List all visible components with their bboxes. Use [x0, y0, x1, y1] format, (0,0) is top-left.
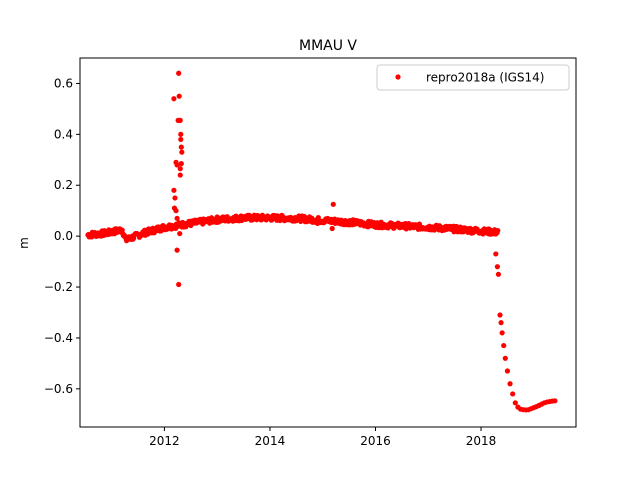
data-point	[329, 225, 335, 232]
data-point	[174, 247, 180, 253]
data-point	[497, 312, 503, 318]
legend-label-series-1: repro2018a (IGS14)	[426, 71, 544, 85]
data-point	[177, 172, 183, 178]
y-tick-label: 0.6	[54, 76, 73, 90]
y-tick-label: 0.2	[54, 178, 73, 192]
data-point	[174, 215, 180, 221]
data-point	[176, 281, 182, 288]
data-point	[179, 149, 185, 155]
data-point	[495, 227, 501, 234]
x-tick-label: 2016	[360, 434, 391, 448]
y-tick-label: −0.6	[44, 382, 73, 396]
plot-points	[85, 70, 558, 413]
data-point	[552, 398, 558, 404]
y-axis-label: m	[17, 237, 31, 249]
data-point	[173, 208, 179, 214]
chart-title: MMAU V	[299, 38, 357, 54]
data-point	[178, 144, 184, 150]
data-point	[512, 400, 518, 406]
data-point	[494, 264, 500, 270]
data-point	[493, 251, 499, 257]
y-axis-ticks: −0.6 −0.4 −0.2 0.0 0.2 0.4 0.6	[44, 76, 80, 396]
data-point	[502, 355, 508, 361]
legend-marker	[395, 74, 401, 80]
legend: repro2018a (IGS14)	[376, 64, 570, 91]
data-point	[176, 93, 182, 99]
data-point	[171, 96, 177, 102]
legend-box	[376, 64, 570, 91]
data-point	[171, 187, 177, 193]
x-axis-ticks: 2012 2014 2016 2018	[149, 427, 496, 448]
y-tick-label: 0.4	[54, 127, 73, 141]
x-tick-label: 2018	[466, 434, 497, 448]
data-point	[177, 117, 183, 123]
x-tick-label: 2012	[149, 434, 180, 448]
plot-frame	[79, 57, 577, 428]
data-point	[504, 368, 510, 374]
data-point	[177, 230, 183, 237]
y-tick-label: −0.4	[44, 331, 73, 345]
data-point	[172, 195, 178, 201]
data-point	[178, 161, 184, 167]
y-tick-label: 0.0	[54, 229, 73, 243]
data-point	[498, 320, 504, 326]
data-point	[499, 330, 505, 336]
data-point	[177, 166, 183, 172]
data-point	[314, 220, 321, 227]
data-point	[176, 70, 182, 76]
data-point	[507, 381, 513, 387]
data-point	[510, 391, 516, 397]
data-point	[178, 136, 184, 143]
data-point	[501, 342, 507, 349]
y-tick-label: −0.2	[44, 280, 73, 294]
x-tick-label: 2014	[255, 434, 286, 448]
data-point	[495, 271, 502, 277]
data-point	[178, 131, 184, 137]
data-point	[174, 162, 180, 168]
data-point	[330, 201, 336, 207]
